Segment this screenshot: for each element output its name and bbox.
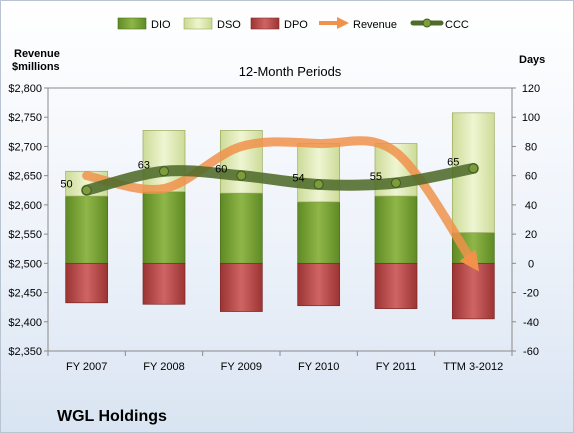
legend-label-ccc: CCC (445, 19, 469, 31)
category-label: FY 2009 (221, 361, 262, 373)
legend-swatch-dio (117, 17, 147, 30)
ccc-point (159, 166, 169, 177)
company-name: WGL Holdings (57, 408, 167, 425)
bar-dio (142, 191, 186, 264)
ccc-point (313, 179, 324, 190)
category-label: TTM 3-2012 (443, 361, 503, 373)
right-tick-label: 60 (525, 171, 537, 183)
ccc-line (81, 162, 479, 196)
right-tick-label: -20 (523, 288, 539, 300)
bar-dio (297, 201, 341, 264)
ccc-point (236, 170, 247, 181)
legend-swatch-dpo (250, 17, 280, 30)
ccc-data-label: 63 (138, 159, 150, 171)
legend-label-dio: DIO (151, 19, 171, 31)
bar-dpo (65, 262, 109, 304)
left-tick-label: $2,700 (8, 141, 42, 153)
chart-title: 12-Month Periods (239, 64, 342, 79)
left-tick-label: $2,350 (8, 346, 42, 358)
left-axis-title-line1: Revenue (14, 48, 60, 60)
left-tick-label: $2,600 (8, 200, 42, 212)
right-tick-label: -60 (523, 346, 539, 358)
right-tick-label: 20 (525, 229, 537, 241)
ccc-data-label: 50 (60, 178, 72, 190)
ccc-point (468, 163, 479, 174)
ccc-point (391, 177, 401, 188)
right-tick-label: 100 (522, 112, 540, 124)
right-tick-label: 0 (528, 258, 534, 270)
legend-swatch-ccc (410, 18, 444, 28)
right-tick-label: 40 (525, 200, 537, 212)
left-tick-label: $2,550 (8, 229, 42, 241)
category-label: FY 2011 (376, 361, 417, 373)
bar-dpo (297, 262, 341, 307)
legend-swatch-dso (183, 17, 213, 30)
left-tick-label: $2,650 (8, 171, 42, 183)
plot-area (44, 87, 516, 356)
category-label: FY 2007 (66, 361, 107, 373)
category-label: FY 2010 (298, 361, 339, 373)
legend-label-revenue: Revenue (353, 19, 397, 31)
ccc-data-label: 54 (292, 172, 304, 184)
legend-label-dpo: DPO (284, 19, 308, 31)
left-tick-label: $2,800 (8, 83, 42, 95)
ccc-point (81, 185, 92, 196)
ccc-data-label: 65 (447, 156, 459, 168)
left-axis-title-line2: $millions (12, 61, 60, 73)
left-tick-label: $2,500 (8, 258, 42, 270)
bar-dpo (374, 262, 418, 309)
category-label: FY 2008 (143, 361, 184, 373)
right-axis-title: Days (519, 54, 545, 66)
bar-dso (297, 143, 341, 203)
ccc-data-label: 55 (370, 171, 382, 183)
bar-dpo (219, 262, 263, 312)
bar-dpo (142, 262, 186, 305)
legend-label-dso: DSO (217, 19, 241, 31)
right-tick-label: 120 (522, 83, 540, 95)
ccc-data-label: 60 (215, 164, 227, 176)
legend: DIO DSO DPO Revenue CCC (117, 17, 469, 31)
legend-swatch-revenue (319, 17, 349, 29)
bar-dpo (451, 262, 495, 320)
axis-labels: $2,800 $2,750 $2,700 $2,650 $2,600 $2,550 $2,5… (8, 83, 540, 373)
bar-dio (374, 195, 418, 264)
left-tick-label: $2,400 (8, 317, 42, 329)
left-tick-label: $2,450 (8, 288, 42, 300)
bar-dio (219, 192, 263, 264)
right-tick-label: -40 (523, 317, 539, 329)
left-tick-label: $2,750 (8, 112, 42, 124)
right-tick-label: 80 (525, 141, 537, 153)
bar-dio (65, 195, 109, 264)
line-series: 50 63 60 54 55 65 (60, 136, 479, 272)
